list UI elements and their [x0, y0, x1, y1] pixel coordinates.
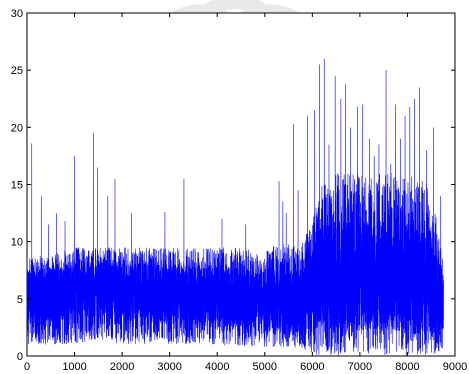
x-tick-label: 5000: [253, 361, 277, 373]
y-tick-label: 15: [11, 180, 23, 192]
plot-area: [26, 58, 444, 356]
x-tick-label: 8000: [395, 361, 419, 373]
x-tick-label: 1000: [62, 361, 86, 373]
x-tick-label: 7000: [348, 361, 372, 373]
x-tick-label: 9000: [443, 361, 467, 373]
x-tick-label: 2000: [110, 361, 134, 373]
x-tick-label: 4000: [205, 361, 229, 373]
y-tick-label: 10: [11, 237, 23, 249]
x-tick-label: 0: [24, 361, 30, 373]
y-tick-label: 0: [17, 351, 23, 363]
y-tick-label: 20: [11, 122, 23, 134]
x-tick-label: 3000: [157, 361, 181, 373]
y-axis: 0 5 10 15 20 25 30: [11, 8, 455, 363]
y-tick-label: 25: [11, 65, 23, 77]
y-tick-label: 30: [11, 8, 23, 20]
y-tick-label: 5: [17, 294, 23, 306]
x-tick-label: 6000: [300, 361, 324, 373]
series-line: [26, 58, 444, 356]
x-axis: 0 1000 2000 3000 4000 5000 6000 7000 8000 9000: [24, 13, 467, 373]
